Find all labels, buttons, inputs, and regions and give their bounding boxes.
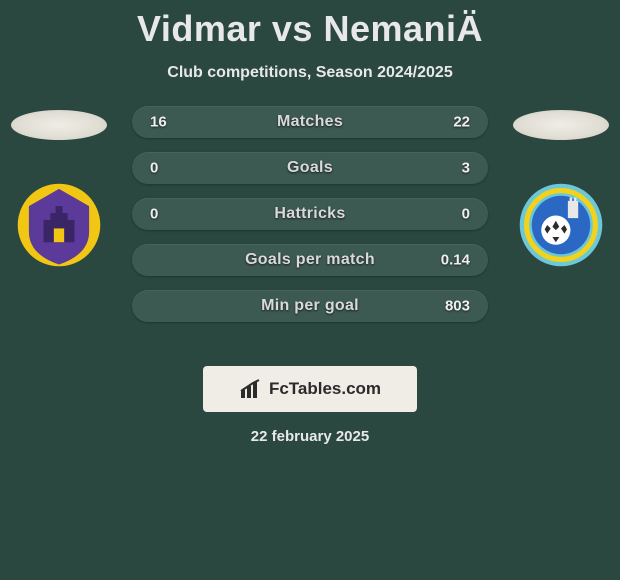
player-right-photo-placeholder <box>513 110 609 140</box>
stat-left-value: 0 <box>150 160 158 177</box>
brand-box[interactable]: FcTables.com <box>203 366 417 412</box>
stat-left-value: 0 <box>150 206 158 223</box>
player-left-photo-placeholder <box>11 110 107 140</box>
stat-right-value: 3 <box>462 160 470 177</box>
stat-row: Min per goal 803 <box>132 290 488 322</box>
stat-left-value: 16 <box>150 114 167 131</box>
player-left-column <box>4 110 114 268</box>
stat-right-value: 803 <box>445 298 470 315</box>
page-title: Vidmar vs NemaniÄ <box>0 0 620 50</box>
stats-table: 16 Matches 22 0 Goals 3 0 Hattricks 0 Go… <box>132 106 488 336</box>
team-left-crest <box>16 182 102 268</box>
maribor-crest-icon <box>16 182 102 268</box>
stat-label: Min per goal <box>132 297 488 315</box>
stat-label: Goals <box>132 159 488 177</box>
player-right-column <box>506 110 616 268</box>
stat-label: Goals per match <box>132 251 488 269</box>
brand-text: FcTables.com <box>269 379 381 399</box>
stat-right-value: 0.14 <box>441 252 470 269</box>
stat-right-value: 0 <box>462 206 470 223</box>
publikum-crest-icon <box>518 182 604 268</box>
team-right-crest <box>518 182 604 268</box>
stat-row: Goals per match 0.14 <box>132 244 488 276</box>
stat-row: 16 Matches 22 <box>132 106 488 138</box>
subtitle: Club competitions, Season 2024/2025 <box>0 64 620 82</box>
bar-chart-icon <box>239 378 265 400</box>
comparison-area: 16 Matches 22 0 Goals 3 0 Hattricks 0 Go… <box>0 110 620 350</box>
stat-row: 0 Hattricks 0 <box>132 198 488 230</box>
date-text: 22 february 2025 <box>0 428 620 445</box>
stat-label: Matches <box>132 113 488 131</box>
stat-right-value: 22 <box>453 114 470 131</box>
stat-label: Hattricks <box>132 205 488 223</box>
stat-row: 0 Goals 3 <box>132 152 488 184</box>
